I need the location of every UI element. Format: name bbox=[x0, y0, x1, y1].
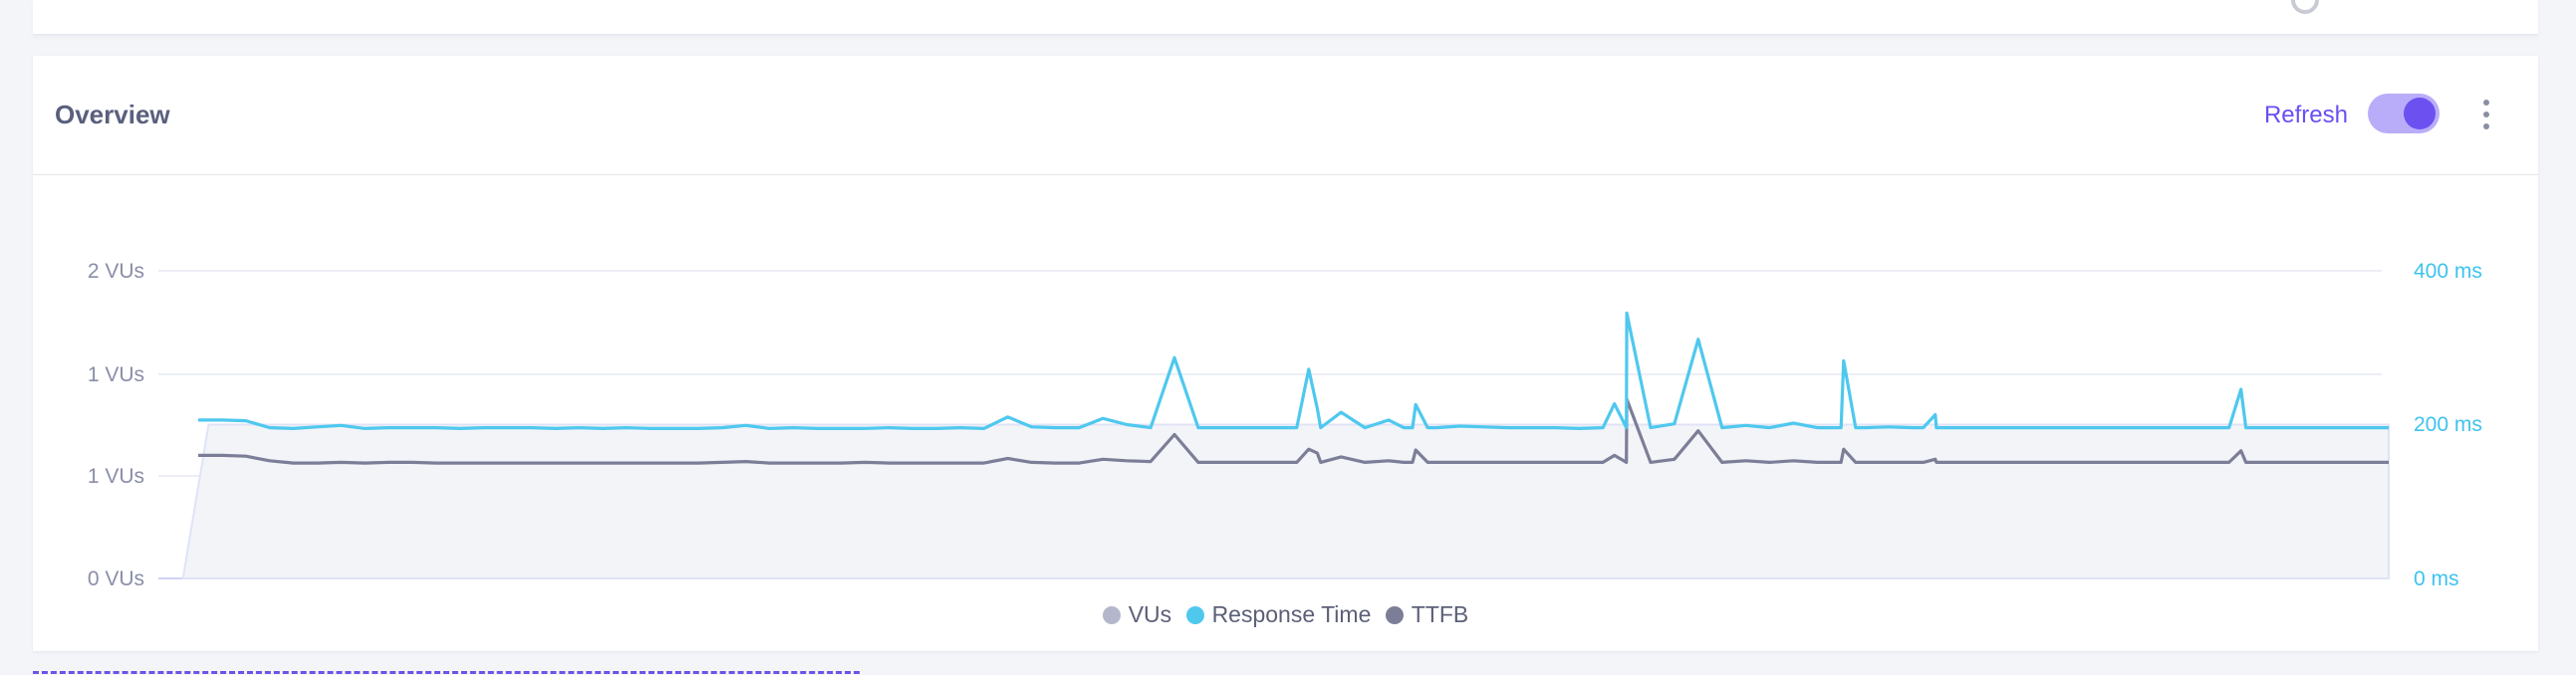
legend-item-vus[interactable]: VUs bbox=[1102, 601, 1172, 628]
legend-label-vus: VUs bbox=[1128, 601, 1172, 627]
panel-header: Overview Refresh bbox=[33, 56, 2538, 175]
y-left-tick-label: 1 VUs bbox=[88, 363, 144, 386]
more-options-icon[interactable] bbox=[2480, 100, 2490, 131]
y-right-tick-label: 400 ms bbox=[2414, 260, 2482, 283]
section-divider bbox=[33, 671, 860, 674]
y-left-tick-label: 2 VUs bbox=[88, 260, 144, 283]
refresh-label[interactable]: Refresh bbox=[2263, 102, 2348, 128]
overview-panel: Overview Refresh 0 VUs 1 VUs 1 VUs 2 VUs 0 m… bbox=[33, 56, 2538, 651]
y-left-tick-label: 0 VUs bbox=[88, 567, 144, 590]
vus-legend-dot bbox=[1102, 606, 1121, 624]
legend-label-response-time: Response Time bbox=[1211, 601, 1372, 627]
response-time-legend-dot bbox=[1185, 606, 1204, 624]
y-left-tick-label: 1 VUs bbox=[88, 465, 144, 488]
previous-card bbox=[33, 0, 2538, 35]
legend-item-response-time[interactable]: Response Time bbox=[1185, 601, 1372, 628]
ttfb-line bbox=[198, 397, 2389, 465]
legend-label-ttfb: TTFB bbox=[1411, 601, 1469, 627]
page-title: Overview bbox=[55, 100, 170, 129]
chart-legend: VUs Response Time TTFB bbox=[33, 601, 2538, 628]
response-time-line bbox=[198, 311, 2389, 430]
y-right-tick-label: 0 ms bbox=[2414, 567, 2459, 590]
info-icon[interactable] bbox=[2291, 0, 2319, 14]
legend-item-ttfb[interactable]: TTFB bbox=[1385, 601, 1469, 628]
toggle-knob bbox=[2404, 98, 2436, 129]
y-right-tick-label: 200 ms bbox=[2414, 413, 2482, 436]
vus-area bbox=[181, 423, 2390, 579]
ttfb-legend-dot bbox=[1385, 606, 1404, 624]
refresh-toggle[interactable] bbox=[2368, 94, 2440, 133]
